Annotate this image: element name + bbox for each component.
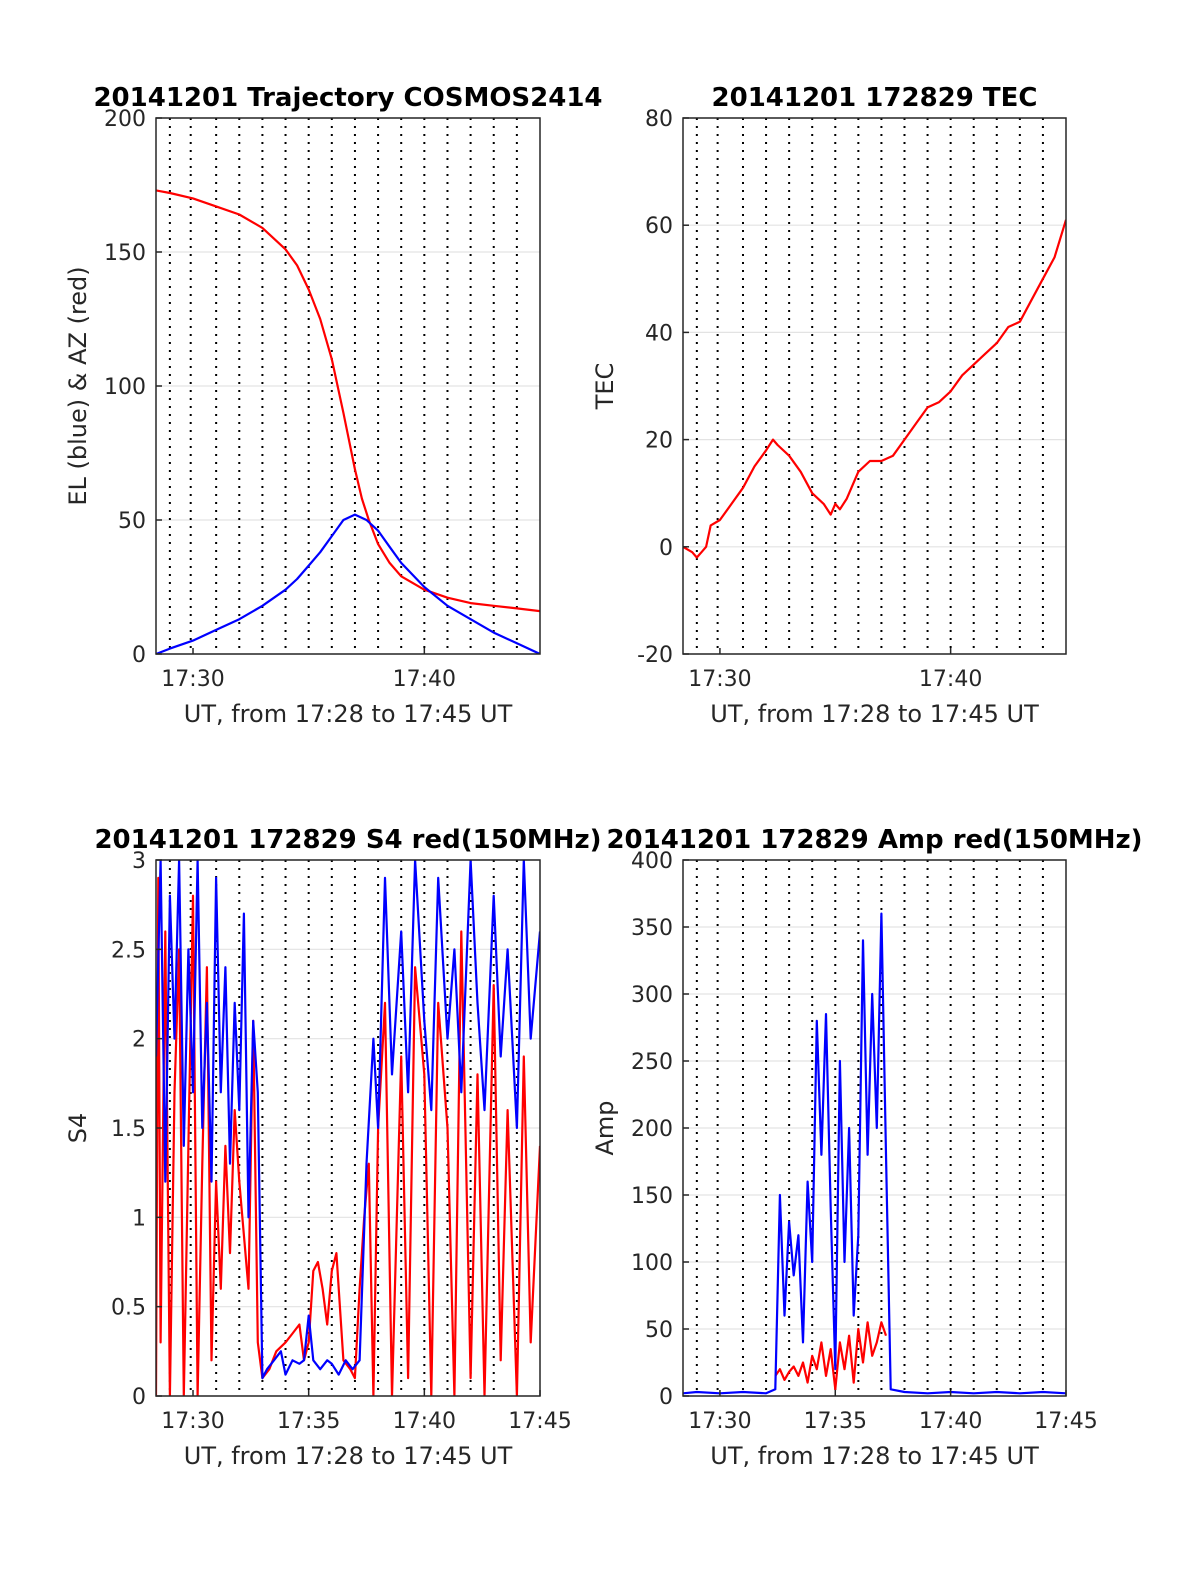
tec-xtick-label: 17:40: [919, 667, 982, 692]
tec-panel: 20141201 172829 TEC UT, from 17:28 to 17…: [591, 83, 1067, 728]
s4-xtick-label: 17:35: [277, 1409, 340, 1434]
tec-plot-frame: [682, 117, 1067, 655]
tec-ytick-label: 0: [659, 536, 673, 561]
s4-xlabel: UT, from 17:28 to 17:45 UT: [184, 1442, 513, 1470]
s4-panel: 20141201 172829 S4 red(150MHz) UT, from …: [64, 825, 602, 1470]
amp-ytick-label: 100: [631, 1251, 673, 1276]
tec-ytick-label: 40: [645, 321, 673, 346]
s4-xtick-label: 17:45: [508, 1409, 571, 1434]
amp-panel: 20141201 172829 Amp red(150MHz) UT, from…: [591, 825, 1143, 1470]
amp-xtick-label: 17:30: [688, 1409, 751, 1434]
amp-series-line: [774, 1321, 888, 1391]
tec-ylabel: TEC: [591, 363, 619, 411]
tec-ytick-label: 20: [645, 429, 673, 454]
amp-ylabel: Amp: [591, 1100, 619, 1155]
trajectory-title: 20141201 Trajectory COSMOS2414: [93, 83, 602, 113]
trajectory-ytick-label: 200: [104, 107, 146, 132]
amp-ytick-label: 150: [631, 1184, 673, 1209]
trajectory-panel: 20141201 Trajectory COSMOS2414 UT, from …: [64, 83, 603, 728]
tec-ytick-label: 60: [645, 214, 673, 239]
tec-series-line: [683, 219, 1066, 559]
tec-xlabel: UT, from 17:28 to 17:45 UT: [710, 700, 1039, 728]
tec-ytick-label: -20: [637, 643, 673, 668]
s4-xtick-label: 17:40: [393, 1409, 456, 1434]
trajectory-ylabel: EL (blue) & AZ (red): [64, 266, 92, 505]
s4-ylabel: S4: [64, 1113, 92, 1144]
s4-ytick-label: 1: [132, 1206, 146, 1231]
s4-ytick-label: 0.5: [111, 1296, 146, 1321]
s4-ytick-label: 2: [132, 1028, 146, 1053]
s4-series-line: [156, 876, 540, 1396]
s4-series-line: [156, 860, 540, 1380]
tec-xtick-label: 17:30: [688, 667, 751, 692]
amp-ytick-label: 200: [631, 1117, 673, 1142]
amp-xlabel: UT, from 17:28 to 17:45 UT: [710, 1442, 1039, 1470]
s4-ytick-label: 3: [132, 849, 146, 874]
trajectory-ytick-label: 0: [132, 643, 146, 668]
amp-ytick-label: 300: [631, 983, 673, 1008]
trajectory-xtick-label: 17:30: [161, 667, 224, 692]
amp-ytick-label: 0: [659, 1385, 673, 1410]
trajectory-series-line: [156, 189, 540, 613]
s4-ytick-label: 1.5: [111, 1117, 146, 1142]
amp-xtick-label: 17:45: [1034, 1409, 1097, 1434]
amp-ytick-label: 50: [645, 1318, 673, 1343]
amp-ytick-label: 400: [631, 849, 673, 874]
amp-ytick-label: 250: [631, 1050, 673, 1075]
trajectory-xlabel: UT, from 17:28 to 17:45 UT: [184, 700, 513, 728]
trajectory-series-line: [156, 513, 540, 654]
amp-title: 20141201 172829 Amp red(150MHz): [606, 825, 1142, 855]
tec-title: 20141201 172829 TEC: [712, 83, 1038, 113]
trajectory-ytick-label: 150: [104, 241, 146, 266]
amp-xtick-label: 17:35: [804, 1409, 867, 1434]
s4-xtick-label: 17:30: [161, 1409, 224, 1434]
amp-series-line: [683, 912, 1066, 1395]
tec-ytick-label: 80: [645, 107, 673, 132]
trajectory-ytick-label: 50: [118, 509, 146, 534]
amp-ytick-label: 350: [631, 916, 673, 941]
s4-ytick-label: 0: [132, 1385, 146, 1410]
trajectory-ytick-label: 100: [104, 375, 146, 400]
trajectory-xtick-label: 17:40: [393, 667, 456, 692]
s4-title: 20141201 172829 S4 red(150MHz): [94, 825, 601, 855]
s4-ytick-label: 2.5: [111, 938, 146, 963]
amp-xtick-label: 17:40: [919, 1409, 982, 1434]
